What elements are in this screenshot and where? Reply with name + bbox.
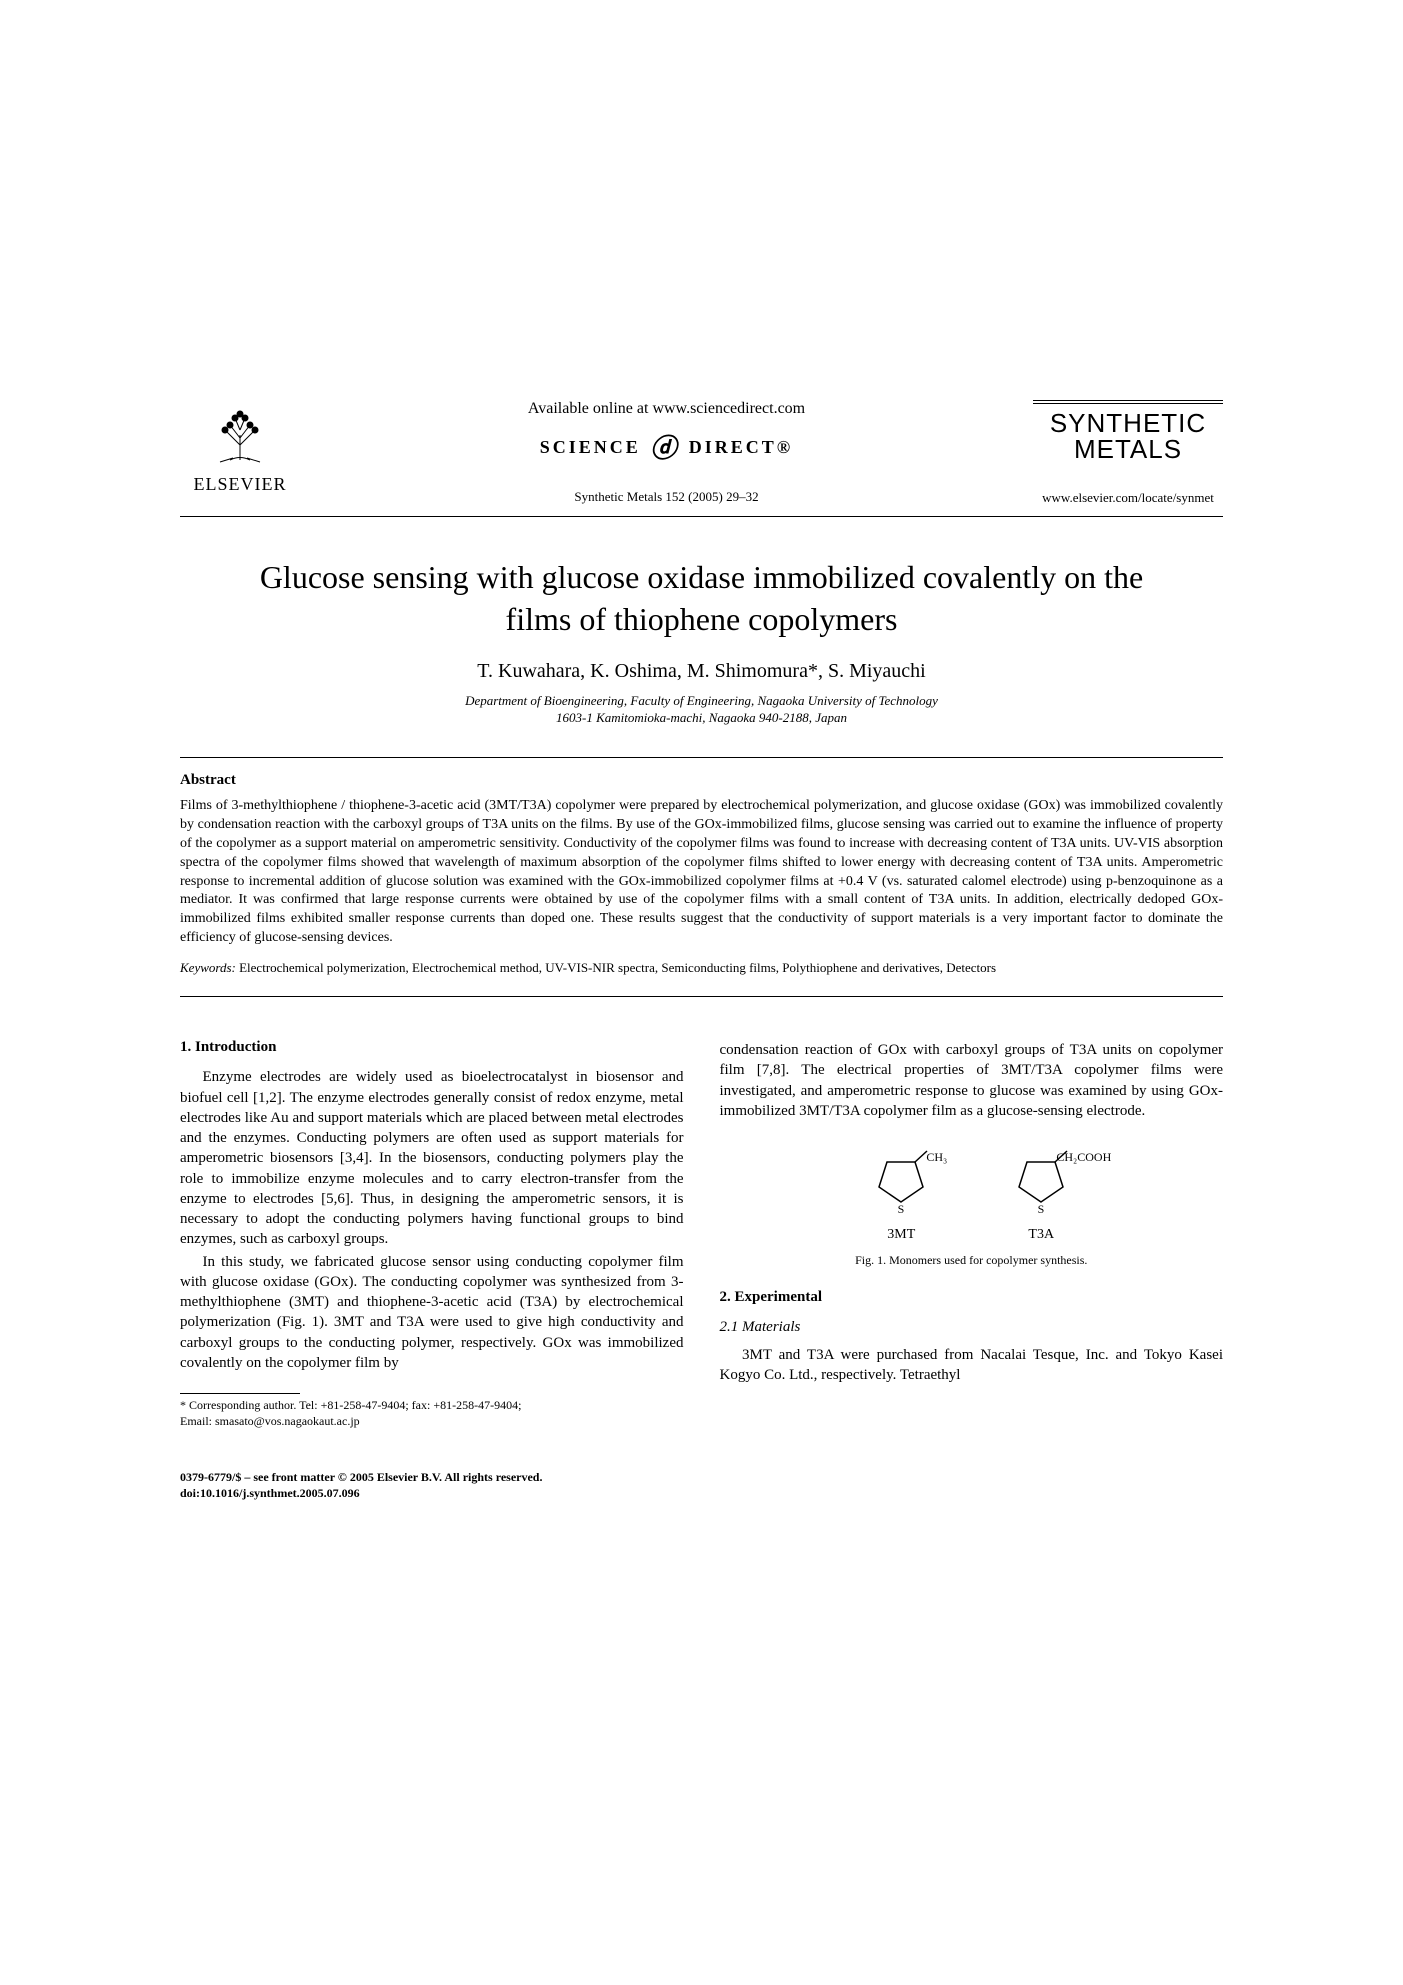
- monomer-t3a: S CH₂COOH T3A: [1001, 1147, 1081, 1244]
- synthetic-metals-logo: SYNTHETIC METALS: [1033, 400, 1223, 462]
- paper-page: ELSEVIER Available online at www.science…: [0, 0, 1403, 1985]
- figure-1-caption: Fig. 1. Monomers used for copolymer synt…: [720, 1252, 1224, 1268]
- corresponding-footnote: * Corresponding author. Tel: +81-258-47-…: [180, 1398, 684, 1429]
- two-column-body: 1. Introduction Enzyme electrodes are wi…: [180, 1025, 1223, 1502]
- rule-abstract-bottom: [180, 996, 1223, 997]
- monomer-3mt: S CH₃ 3MT: [861, 1147, 941, 1244]
- section-2-1-heading: 2.1 Materials: [720, 1317, 1224, 1337]
- journal-url: www.elsevier.com/locate/synmet: [1033, 490, 1223, 506]
- keywords-text: Electrochemical polymerization, Electroc…: [239, 960, 996, 975]
- journal-reference: Synthetic Metals 152 (2005) 29–32: [320, 489, 1013, 505]
- rule-abstract-top: [180, 757, 1223, 758]
- sciencedirect-logo: SCIENCE ⓓ DIRECT®: [320, 428, 1013, 465]
- available-online: Available online at www.sciencedirect.co…: [320, 400, 1013, 418]
- copyright-line1: 0379-6779/$ – see front matter © 2005 El…: [180, 1469, 684, 1485]
- svg-text:S: S: [1038, 1202, 1045, 1216]
- copyright-block: 0379-6779/$ – see front matter © 2005 El…: [180, 1469, 684, 1501]
- direct-text: DIRECT®: [689, 437, 793, 457]
- left-column: 1. Introduction Enzyme electrodes are wi…: [180, 1025, 684, 1502]
- paper-title: Glucose sensing with glucose oxidase imm…: [240, 557, 1163, 640]
- monomer-label-3mt: 3MT: [861, 1226, 941, 1245]
- abstract-heading: Abstract: [180, 772, 1223, 789]
- materials-paragraph-1: 3MT and T3A were purchased from Nacalai …: [720, 1345, 1224, 1386]
- keywords-line: Keywords: Electrochemical polymerization…: [180, 960, 1223, 976]
- journal-logo-block: SYNTHETIC METALS www.elsevier.com/locate…: [1033, 400, 1223, 506]
- elsevier-text: ELSEVIER: [194, 474, 287, 495]
- science-text: SCIENCE: [540, 437, 641, 457]
- footnote-line1: * Corresponding author. Tel: +81-258-47-…: [180, 1398, 684, 1414]
- section-2-heading: 2. Experimental: [720, 1287, 1224, 1307]
- right-column: condensation reaction of GOx with carbox…: [720, 1025, 1224, 1502]
- copyright-line2: doi:10.1016/j.synthmet.2005.07.096: [180, 1485, 684, 1501]
- logo-line1: SYNTHETIC: [1033, 410, 1223, 436]
- abstract-body: Films of 3-methylthiophene / thiophene-3…: [180, 797, 1223, 948]
- publisher-logo-block: ELSEVIER: [180, 400, 300, 495]
- logo-line2: METALS: [1033, 436, 1223, 462]
- monomer-row: S CH₃ 3MT S CH₂COOH: [720, 1147, 1224, 1244]
- footnote-line2: Email: smasato@vos.nagaokaut.ac.jp: [180, 1414, 684, 1430]
- authors: T. Kuwahara, K. Oshima, M. Shimomura*, S…: [180, 660, 1223, 683]
- footnote-rule: [180, 1393, 300, 1394]
- section-1-heading: 1. Introduction: [180, 1037, 684, 1057]
- header-row: ELSEVIER Available online at www.science…: [180, 400, 1223, 506]
- monomer-label-t3a: T3A: [1001, 1226, 1081, 1245]
- rule-top: [180, 516, 1223, 517]
- elsevier-tree-icon: [205, 400, 275, 470]
- svg-text:S: S: [898, 1202, 905, 1216]
- intro-paragraph-1: Enzyme electrodes are widely used as bio…: [180, 1067, 684, 1249]
- intro-paragraph-2: In this study, we fabricated glucose sen…: [180, 1252, 684, 1374]
- intro-paragraph-2-cont: condensation reaction of GOx with carbox…: [720, 1040, 1224, 1121]
- substituent-ch3: CH₃: [861, 1149, 947, 1165]
- affiliation: Department of Bioengineering, Faculty of…: [180, 693, 1223, 727]
- figure-1: S CH₃ 3MT S CH₂COOH: [720, 1147, 1224, 1269]
- d-glyph: ⓓ: [641, 434, 689, 463]
- center-header: Available online at www.sciencedirect.co…: [300, 400, 1033, 505]
- substituent-ch2cooh: CH₂COOH: [1001, 1149, 1111, 1165]
- keywords-label: Keywords:: [180, 960, 236, 975]
